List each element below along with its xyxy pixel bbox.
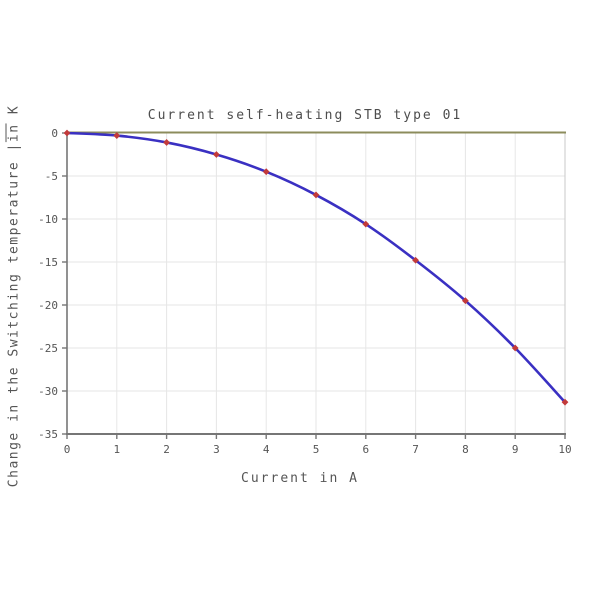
data-curve: [65, 131, 567, 404]
chart-title: Current self-heating STB type 01: [147, 108, 463, 123]
y-tick-label: -35: [38, 428, 58, 441]
data-point-marker: [511, 344, 519, 352]
data-point-marker: [412, 256, 419, 264]
x-tick-label: 8: [462, 443, 469, 456]
data-point-marker: [163, 139, 170, 146]
x-tick-label: 9: [511, 443, 519, 456]
y-tick-label: -15: [38, 256, 58, 269]
y-tick-label: -20: [38, 299, 58, 312]
y-tick-label: -10: [38, 213, 58, 226]
x-tick-label: 7: [412, 443, 419, 456]
x-tick-label: 0: [63, 443, 71, 456]
data-point-marker: [561, 398, 569, 406]
data-point-marker: [362, 220, 370, 228]
x-tick-label: 10: [558, 443, 572, 456]
x-tick-label: 2: [163, 443, 170, 456]
x-axis-label: Current in A: [241, 471, 359, 486]
data-point-marker: [113, 132, 121, 139]
data-point-marker: [462, 297, 469, 305]
x-tick-label: 1: [113, 443, 121, 456]
y-tick-label: 0: [51, 127, 58, 140]
y-tick-label: -25: [38, 342, 58, 355]
x-tick-label: 4: [262, 443, 270, 456]
x-tick-label: 6: [362, 443, 370, 456]
x-tick-label: 5: [312, 443, 320, 456]
y-axis-label-suffix: K: [6, 104, 22, 124]
y-tick-label: -30: [38, 385, 58, 398]
y-axis-label-bar: |: [6, 142, 22, 152]
data-point-marker: [262, 168, 270, 176]
data-point-marker: [213, 151, 220, 158]
x-tick-label: 3: [213, 443, 220, 456]
y-tick-label: -5: [44, 170, 58, 183]
data-point-marker: [312, 191, 320, 199]
data-point-marker: [63, 129, 71, 137]
